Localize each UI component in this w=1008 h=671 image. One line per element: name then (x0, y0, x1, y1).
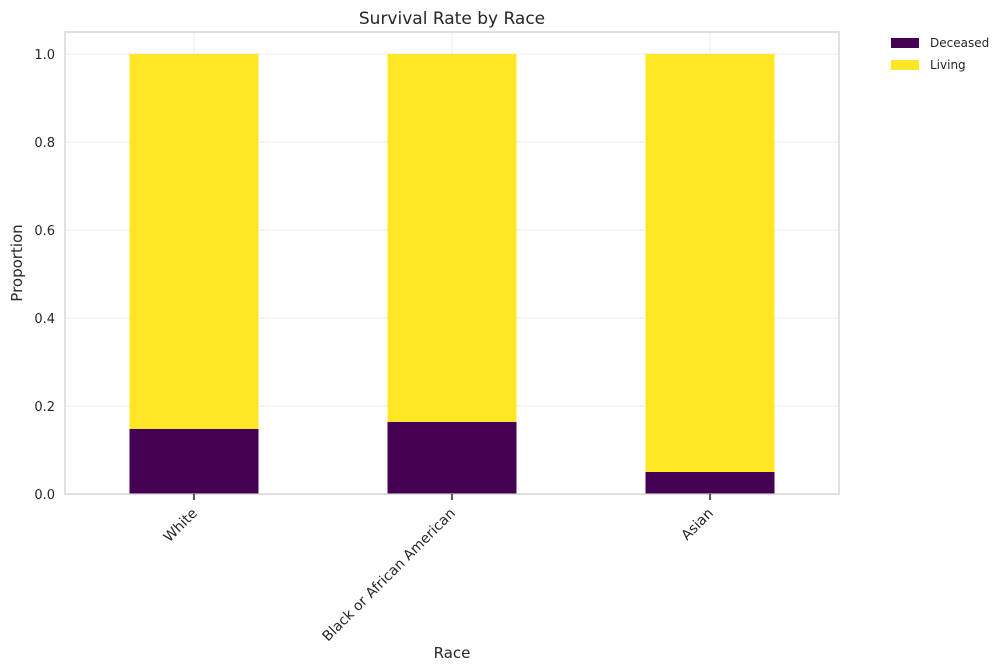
bar-living-2 (645, 54, 775, 472)
y-tick-label: 0.8 (34, 136, 55, 151)
bar-living-0 (129, 54, 259, 429)
bar-deceased-0 (129, 428, 259, 494)
y-tick-label: 0.6 (34, 224, 55, 239)
legend: Deceased Living (891, 36, 989, 72)
x-tick-label: White (161, 506, 201, 546)
y-ticks-layer: 0.0 0.2 0.4 0.6 0.8 1.0 (34, 48, 55, 503)
y-tick-label: 1.0 (34, 48, 55, 63)
x-axis-label: Race (434, 644, 471, 662)
x-ticks-layer: White Black or African American Asian (161, 494, 717, 645)
y-axis-label: Proportion (8, 224, 26, 301)
legend-label-living: Living (930, 58, 966, 72)
bar-living-1 (387, 54, 517, 422)
y-tick-label: 0.0 (34, 488, 55, 503)
y-tick-label: 0.4 (34, 312, 55, 327)
bar-deceased-1 (387, 421, 517, 494)
chart-title: Survival Rate by Race (359, 9, 545, 29)
bar-deceased-2 (645, 472, 775, 494)
x-tick-label: Black or African American (320, 506, 459, 645)
legend-label-deceased: Deceased (930, 36, 989, 50)
legend-swatch-deceased (891, 38, 919, 48)
bars-layer (129, 54, 775, 494)
y-tick-label: 0.2 (34, 400, 55, 415)
legend-swatch-living (891, 60, 919, 70)
x-tick-label: Asian (678, 506, 716, 544)
